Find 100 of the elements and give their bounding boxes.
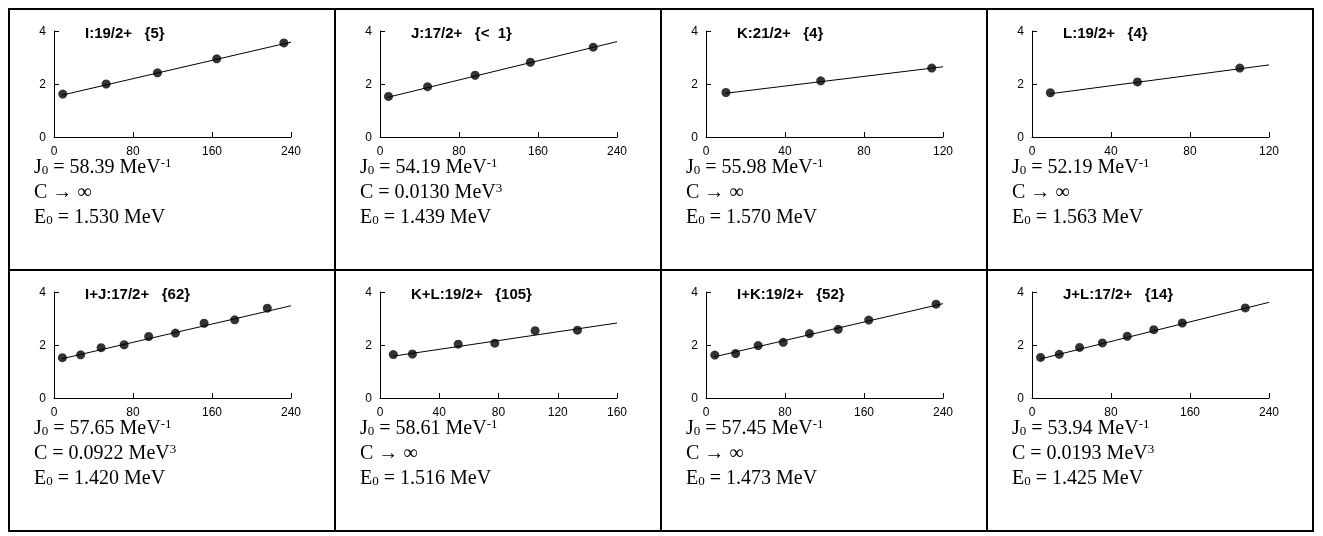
y-tick-label: 4 xyxy=(365,24,373,38)
point xyxy=(1177,318,1187,328)
point xyxy=(731,348,741,358)
chart-title: I+K:19/2+ {52} xyxy=(737,285,845,302)
chart-title: J:17/2+ {< 1} xyxy=(411,24,513,41)
point xyxy=(101,79,111,89)
y-tick-label: 0 xyxy=(691,391,699,405)
point xyxy=(721,87,731,97)
x-tick-label: 80 xyxy=(491,405,506,419)
point xyxy=(530,326,540,336)
point xyxy=(144,332,154,342)
y-tick-label: 0 xyxy=(1017,130,1025,144)
point xyxy=(931,299,941,309)
y-tick-label: 4 xyxy=(1017,24,1025,38)
chart-title: K:21/2+ {4} xyxy=(737,24,824,41)
x-tick-label: 80 xyxy=(1104,405,1118,419)
point xyxy=(1054,349,1064,359)
chart-title: I:19/2+ {5} xyxy=(85,24,165,41)
point xyxy=(57,353,67,363)
x-tick-label: 40 xyxy=(1104,144,1118,158)
point xyxy=(588,42,598,52)
x-tick-label: 0 xyxy=(376,405,384,419)
text: E0 = 1.516 MeV xyxy=(360,466,492,488)
x-tick-label: 160 xyxy=(1179,405,1201,419)
y-tick-label: 2 xyxy=(1017,77,1025,91)
point xyxy=(864,315,874,325)
x-tick-label: 0 xyxy=(702,144,710,158)
x-tick-label: 160 xyxy=(606,405,628,419)
text: E0 = 1.473 MeV xyxy=(686,466,818,488)
x-tick-label: 0 xyxy=(376,144,384,158)
point xyxy=(778,337,788,347)
point xyxy=(388,350,398,360)
point xyxy=(1132,77,1142,87)
point xyxy=(833,324,843,334)
x-tick-label: 120 xyxy=(547,405,569,419)
text: E0 = 1.425 MeV xyxy=(1012,466,1144,488)
point xyxy=(153,68,162,78)
y-tick-label: 2 xyxy=(691,77,699,91)
point xyxy=(199,318,209,328)
point xyxy=(572,325,582,335)
chart-title: J+L:17/2+ {14} xyxy=(1063,285,1174,302)
x-tick-label: 40 xyxy=(432,405,447,419)
point xyxy=(1045,88,1055,98)
point xyxy=(170,328,180,338)
y-tick-label: 0 xyxy=(39,130,47,144)
y-tick-label: 0 xyxy=(365,391,373,405)
y-tick-label: 2 xyxy=(1017,338,1025,352)
y-tick-label: 4 xyxy=(39,285,47,299)
y-tick-label: 4 xyxy=(691,24,699,38)
y-tick-label: 4 xyxy=(39,24,47,38)
x-tick-label: 240 xyxy=(606,144,628,158)
x-tick-label: 80 xyxy=(1183,144,1197,158)
x-tick-label: 240 xyxy=(280,405,302,419)
x-tick-label: 160 xyxy=(201,144,223,158)
x-tick-label: 0 xyxy=(1028,405,1036,419)
point xyxy=(525,57,535,67)
point xyxy=(279,38,289,48)
x-tick-label: 80 xyxy=(857,144,871,158)
point xyxy=(384,91,393,101)
text: C → ∞ xyxy=(360,441,418,463)
point xyxy=(470,70,480,80)
point xyxy=(262,303,272,313)
x-tick-label: 160 xyxy=(201,405,223,419)
point xyxy=(927,63,937,73)
point xyxy=(76,350,86,360)
point xyxy=(490,338,500,348)
point xyxy=(1097,338,1107,348)
x-tick-label: 80 xyxy=(126,144,140,158)
chart-title: L:19/2+ {4} xyxy=(1063,24,1148,41)
x-tick-label: 0 xyxy=(50,405,58,419)
point xyxy=(407,349,417,359)
point xyxy=(1235,63,1245,73)
x-tick-label: 0 xyxy=(702,405,710,419)
point xyxy=(230,315,240,325)
point xyxy=(753,341,763,351)
text: E0 = 1.563 MeV xyxy=(1012,205,1144,227)
point xyxy=(710,350,720,360)
x-tick-label: 40 xyxy=(778,144,792,158)
x-tick-label: 160 xyxy=(853,405,875,419)
point xyxy=(119,340,129,350)
text: E0 = 1.439 MeV xyxy=(360,205,492,227)
text: E0 = 1.420 MeV xyxy=(34,466,166,488)
point xyxy=(423,82,433,92)
y-tick-label: 0 xyxy=(1017,391,1025,405)
x-tick-label: 0 xyxy=(1028,144,1036,158)
text: E0 = 1.570 MeV xyxy=(686,205,818,227)
y-tick-label: 4 xyxy=(365,285,373,299)
y-tick-label: 2 xyxy=(365,338,373,352)
y-tick-label: 2 xyxy=(39,338,47,352)
text: E0 = 1.530 MeV xyxy=(34,205,166,227)
y-tick-label: 2 xyxy=(691,338,699,352)
point xyxy=(805,329,814,339)
y-tick-label: 0 xyxy=(691,130,699,144)
text: C → ∞ xyxy=(686,180,744,202)
chart-title: K+L:19/2+ {105} xyxy=(411,285,533,302)
text: C → ∞ xyxy=(34,180,92,202)
point xyxy=(1036,352,1046,362)
point xyxy=(1240,303,1250,313)
x-tick-label: 80 xyxy=(452,144,466,158)
x-tick-label: 160 xyxy=(527,144,549,158)
